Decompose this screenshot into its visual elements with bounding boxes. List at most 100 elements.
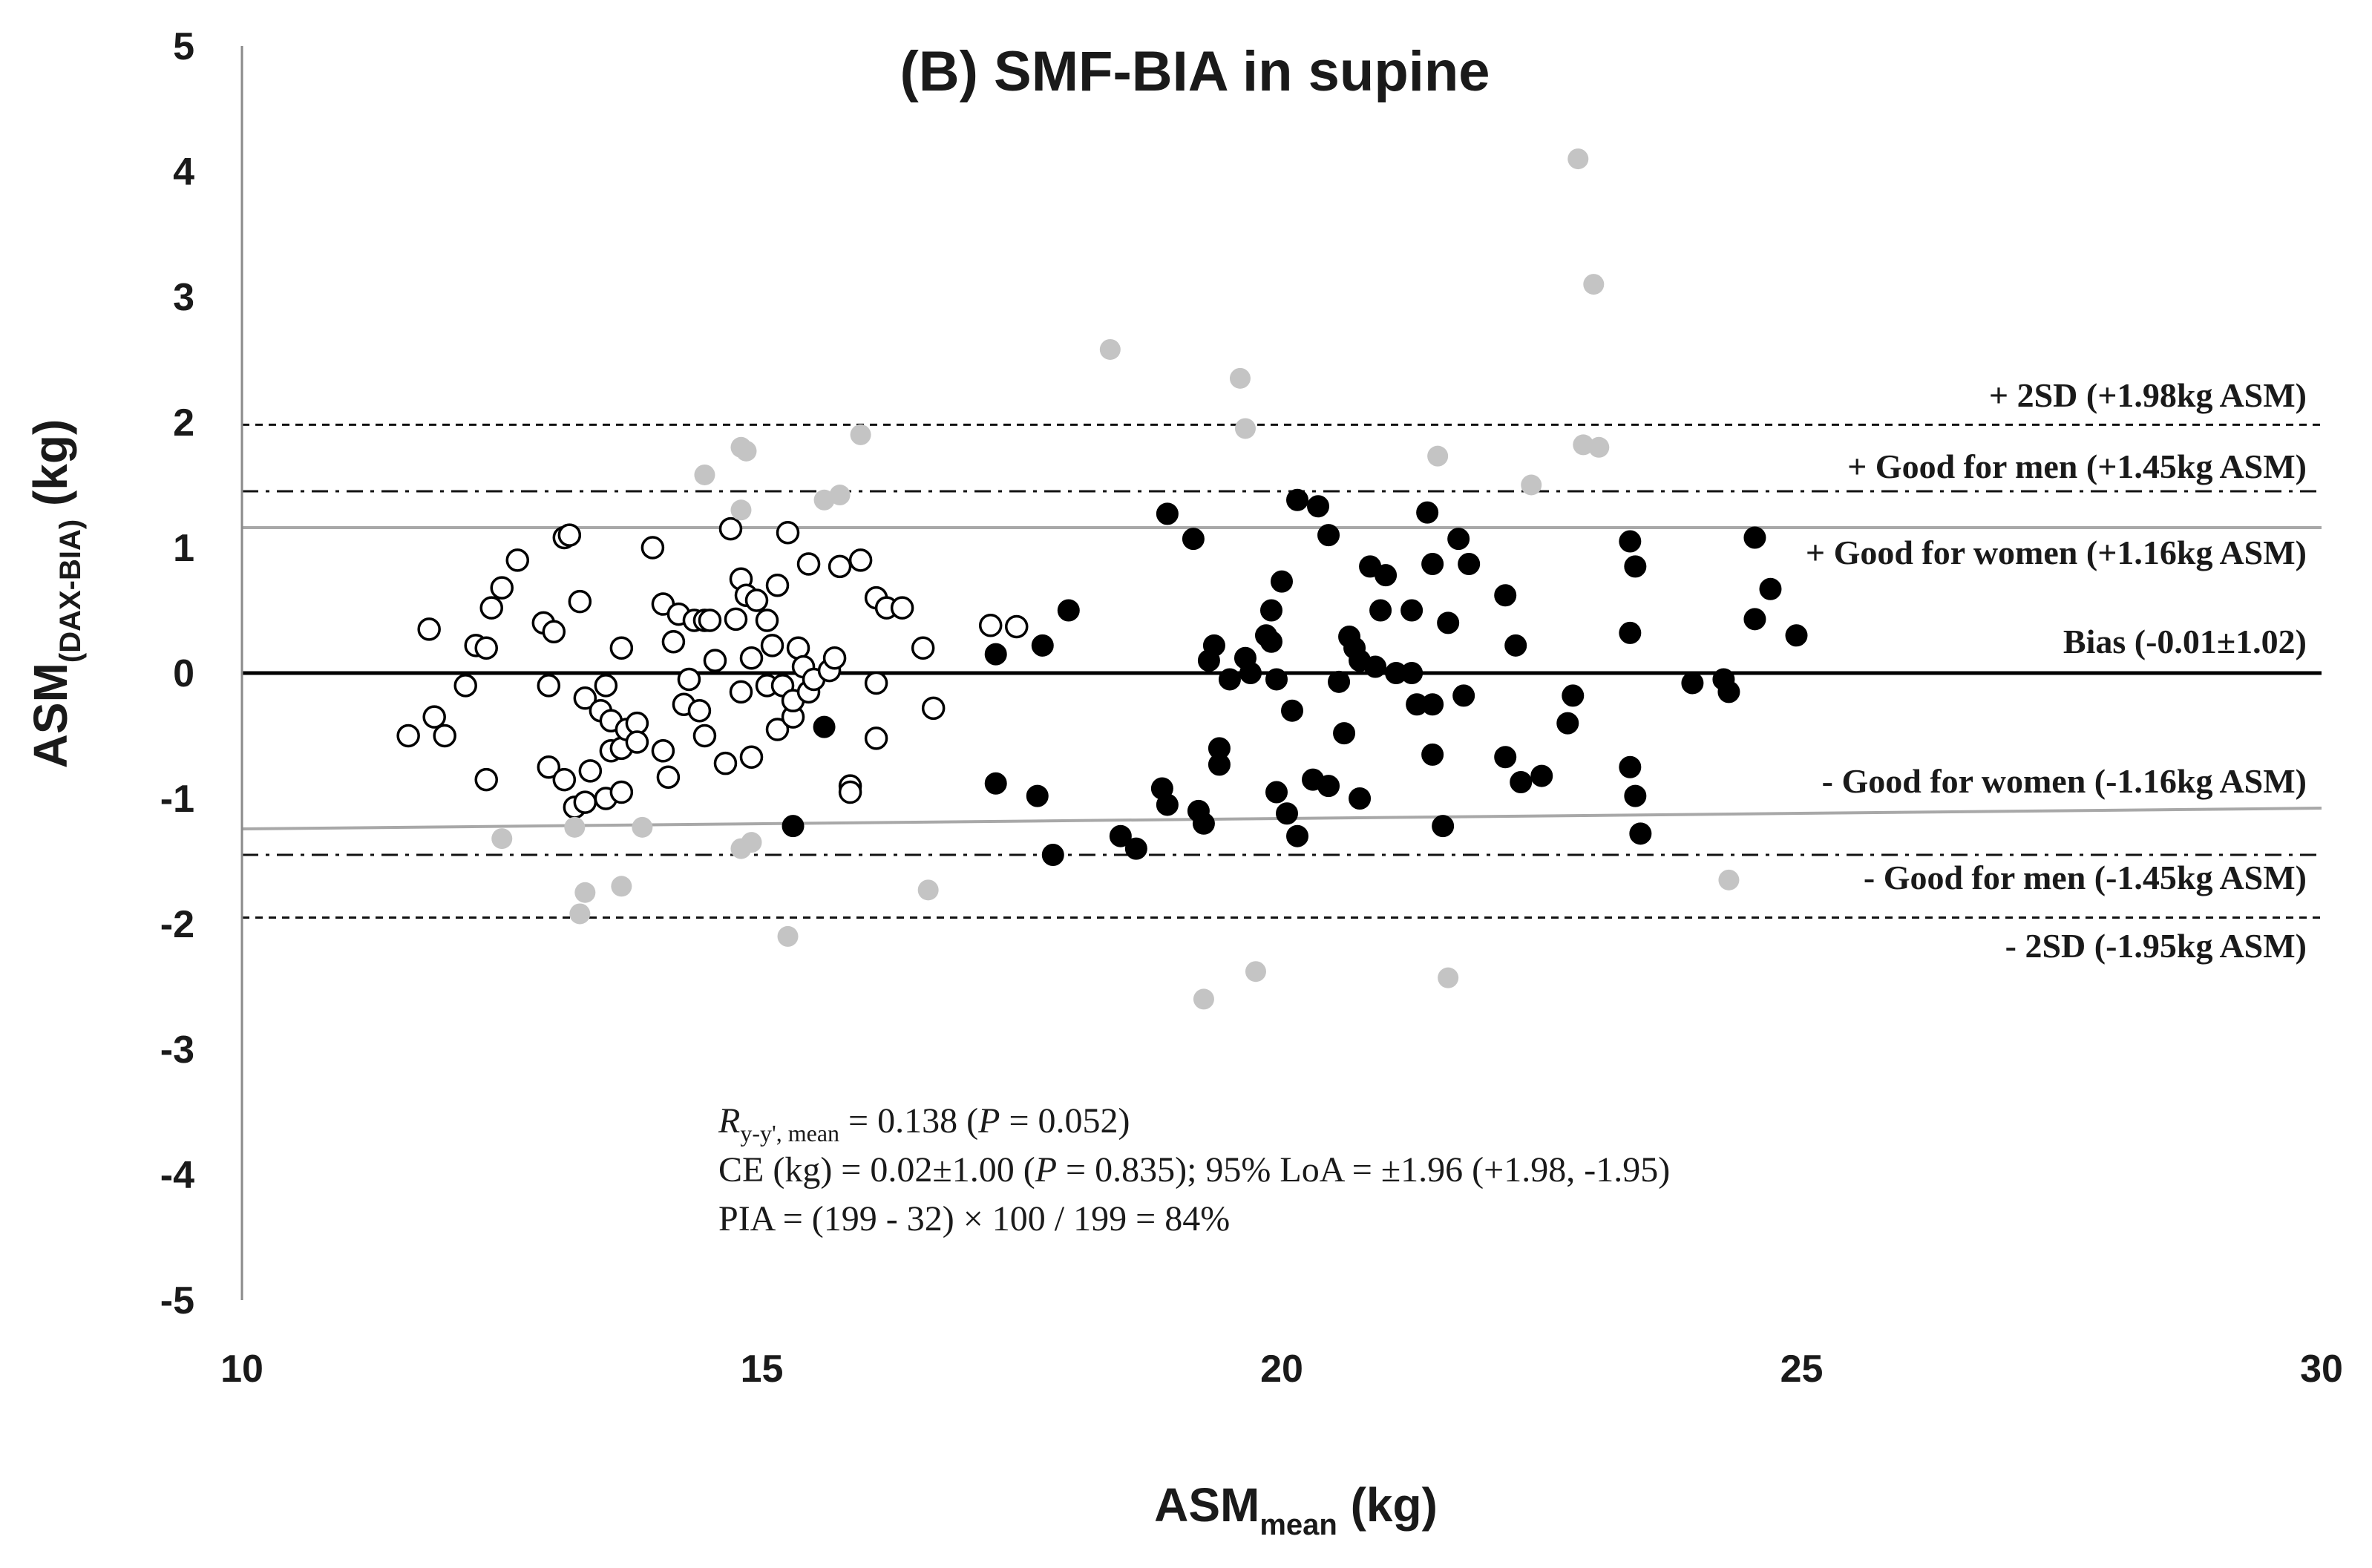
point-men <box>1156 793 1179 816</box>
point-men <box>984 643 1007 666</box>
point-women <box>838 780 862 804</box>
point-men <box>1785 624 1808 647</box>
point-outside-limits <box>1193 988 1214 1010</box>
point-women <box>687 698 712 723</box>
stats-ce-p-value: = 0.835); 95% LoA = ±1.96 (+1.98, -1.95) <box>1057 1150 1670 1190</box>
point-outside-limits <box>1245 961 1266 983</box>
point-men <box>1276 802 1299 825</box>
point-men <box>1743 526 1766 549</box>
point-women <box>573 686 597 710</box>
point-men <box>1743 608 1766 631</box>
stats-ce-p-symbol: P <box>1035 1150 1057 1190</box>
point-outside-limits <box>829 485 851 506</box>
y-tick-label: -5 <box>160 1279 194 1322</box>
point-outside-limits <box>564 816 586 838</box>
stats-annotation: Ry-y', mean = 0.138 (P = 0.052) CE (kg) … <box>718 1101 1670 1239</box>
stats-line-pia: PIA = (199 - 32) × 100 / 199 = 84% <box>718 1199 1230 1239</box>
stats-r-symbol: R <box>718 1101 740 1141</box>
point-men <box>1182 528 1205 551</box>
point-men <box>1265 781 1288 804</box>
point-men <box>1624 784 1647 807</box>
point-men <box>1562 684 1585 707</box>
x-tick-label: 10 <box>220 1348 263 1391</box>
point-women <box>490 576 514 600</box>
point-men <box>1437 611 1460 634</box>
point-men <box>1400 599 1423 622</box>
point-outside-limits <box>694 464 715 485</box>
point-women <box>765 718 790 741</box>
x-tick-label: 15 <box>741 1348 784 1391</box>
point-outside-limits <box>1521 474 1542 496</box>
stats-r-p-symbol: P <box>977 1101 1000 1141</box>
point-women <box>692 724 717 748</box>
point-women <box>505 548 530 572</box>
point-outside-limits <box>632 816 653 838</box>
y-axis-label: ASM(DAX-BIA) (kg) <box>24 419 87 769</box>
point-men <box>1556 712 1579 735</box>
point-men <box>1619 621 1642 644</box>
point-women <box>822 646 847 670</box>
data-points <box>396 148 1808 1010</box>
point-outside-limits <box>1229 367 1251 389</box>
point-women <box>713 751 738 775</box>
point-women <box>474 636 498 660</box>
point-men <box>1239 662 1262 684</box>
y-axis-label-main: ASM <box>24 663 77 768</box>
x-tick-label: 20 <box>1260 1348 1303 1391</box>
point-men <box>1421 743 1444 766</box>
y-tick-label: 3 <box>173 276 194 319</box>
point-women <box>573 790 597 814</box>
point-men <box>1452 684 1475 707</box>
y-tick-labels: 5 4 3 2 1 0 -1 -2 -3 -4 -5 <box>160 25 194 1322</box>
stats-line-r: Ry-y', mean = 0.138 (P = 0.052) <box>718 1101 1130 1147</box>
point-women <box>911 636 935 660</box>
point-men <box>782 815 805 838</box>
point-women <box>594 674 618 698</box>
point-men <box>1259 599 1282 622</box>
reference-label-plus-good-men: + Good for men (+1.45kg ASM) <box>1847 447 2307 485</box>
point-men <box>1317 524 1340 547</box>
point-outside-limits <box>1234 418 1256 439</box>
point-outside-limits <box>569 903 591 925</box>
stats-line-ce: CE (kg) = 0.02±1.00 (P = 0.835); 95% LoA… <box>718 1150 1670 1190</box>
point-women <box>625 730 649 754</box>
point-women <box>744 588 769 612</box>
point-women <box>651 739 675 763</box>
point-outside-limits <box>1567 148 1589 170</box>
point-men <box>1218 668 1241 691</box>
point-women <box>396 724 420 748</box>
stats-r-p-value: = 0.052) <box>1000 1101 1130 1141</box>
x-tick-labels: 10 15 20 25 30 <box>220 1348 2343 1391</box>
point-women <box>568 589 592 614</box>
point-women <box>422 705 446 729</box>
point-women <box>552 767 577 792</box>
point-men <box>1619 755 1642 778</box>
point-women <box>729 680 753 704</box>
point-men <box>1259 630 1282 653</box>
point-women <box>718 516 743 541</box>
point-women <box>537 755 561 779</box>
point-women <box>474 767 498 792</box>
y-tick-label: 0 <box>173 652 194 695</box>
point-women <box>479 596 503 620</box>
point-men <box>813 715 836 738</box>
point-men <box>1447 528 1470 551</box>
point-men <box>1369 599 1392 622</box>
stats-r-value: = 0.138 ( <box>839 1101 978 1141</box>
point-men <box>1364 655 1387 678</box>
point-men <box>1124 837 1147 860</box>
x-tick-label: 30 <box>2300 1348 2343 1391</box>
point-women <box>724 607 748 632</box>
point-outside-limits <box>741 832 762 853</box>
reference-label-minus-good-women: - Good for women (-1.16kg ASM) <box>1822 762 2307 800</box>
x-axis-label-unit: (kg) <box>1337 1478 1438 1532</box>
point-women <box>609 636 634 660</box>
point-outside-limits <box>850 424 871 445</box>
point-outside-limits <box>1588 436 1610 458</box>
reference-label-bias: Bias (-0.01±1.02) <box>2063 623 2307 660</box>
point-men <box>1624 555 1647 578</box>
point-outside-limits <box>1099 338 1121 360</box>
point-men <box>1458 552 1481 575</box>
